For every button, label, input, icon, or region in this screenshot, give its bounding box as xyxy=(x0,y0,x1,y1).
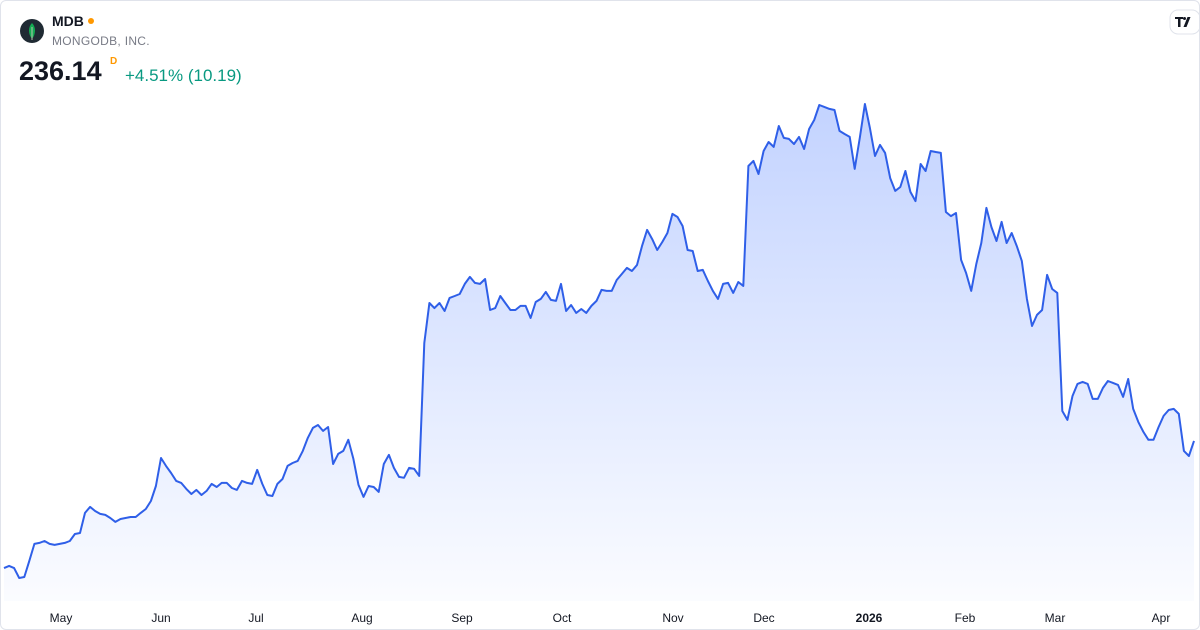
x-tick-label: Feb xyxy=(955,611,976,625)
status-dot xyxy=(88,18,94,24)
interval: D xyxy=(110,56,118,67)
brand-logo[interactable] xyxy=(1169,9,1199,35)
x-tick-label: Jun xyxy=(151,611,170,625)
x-tick-label: Aug xyxy=(351,611,372,625)
x-tick-label: Sep xyxy=(451,611,473,625)
x-tick-label: Oct xyxy=(553,611,572,625)
x-tick-label: Apr xyxy=(1152,611,1171,625)
company-logo xyxy=(20,19,44,43)
price-line xyxy=(3,103,1195,579)
x-tick-label: May xyxy=(50,611,73,625)
price-change: +4.51% (10.19) xyxy=(125,66,242,85)
x-tick-label: Jul xyxy=(248,611,263,625)
x-tick-label: Mar xyxy=(1045,611,1066,625)
company-name: MONGODB, INC. xyxy=(52,34,150,48)
last-price: 236.14 xyxy=(19,56,102,86)
x-tick-label: 2026 xyxy=(856,611,883,625)
x-tick-label: Nov xyxy=(662,611,683,625)
x-tick-label: Dec xyxy=(753,611,774,625)
symbol: MDB xyxy=(52,13,84,29)
price-area xyxy=(4,104,1194,601)
